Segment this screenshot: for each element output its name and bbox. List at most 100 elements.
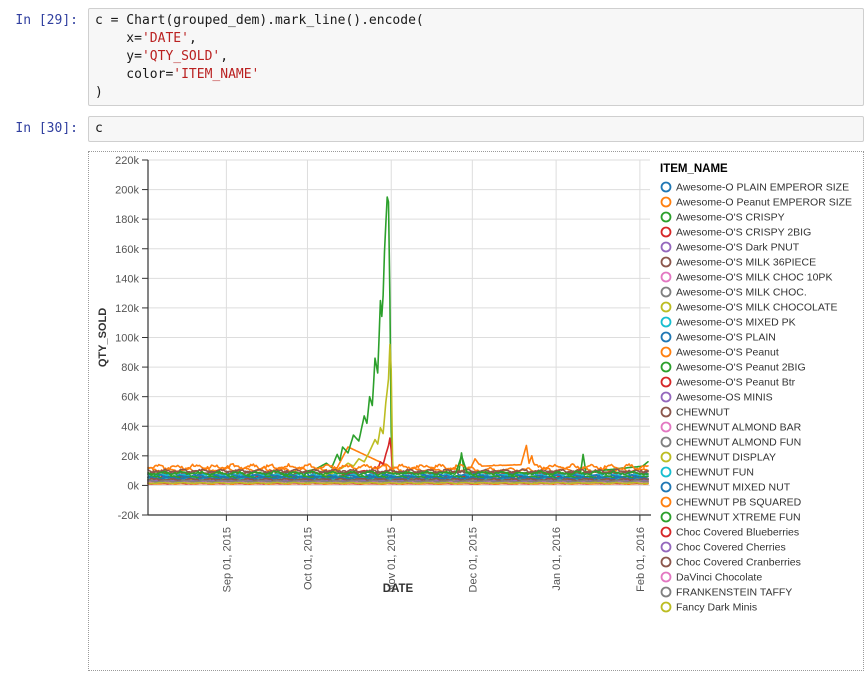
y-tick-label: 60k xyxy=(121,392,139,404)
legend-label: Awesome-O'S MILK 36PIECE xyxy=(676,257,816,269)
legend-swatch-icon xyxy=(660,556,672,568)
x-tick-label: Dec 01, 2015 xyxy=(467,527,479,592)
x-tick-label: Nov 01, 2015 xyxy=(386,527,398,592)
legend-swatch-icon xyxy=(660,301,672,313)
legend-swatch-icon xyxy=(660,466,672,478)
legend-item: Choc Covered Blueberries xyxy=(660,526,799,539)
legend-swatch-icon xyxy=(660,241,672,253)
legend-item: Awesome-O Peanut EMPEROR SIZE xyxy=(660,197,852,209)
legend-label: Awesome-O'S PLAIN xyxy=(676,332,776,344)
legend-item: FRANKENSTEIN TAFFY xyxy=(660,587,792,599)
legend-label: Choc Covered Cherries xyxy=(676,542,786,554)
code-token-plain: , xyxy=(220,49,229,64)
y-tick-label: -20k xyxy=(118,510,140,522)
input-prompt-29: In [29]: xyxy=(15,13,78,28)
legend-item: Awesome-O'S MILK CHOC 10PK xyxy=(660,271,832,284)
x-tick-label: Jan 01, 2016 xyxy=(551,527,563,591)
legend-item: DaVinci Chocolate xyxy=(660,571,762,584)
code-token-string: 'ITEM_NAME' xyxy=(173,67,260,82)
legend-swatch-icon xyxy=(660,526,672,538)
legend-label: CHEWNUT xyxy=(676,407,730,419)
legend-item: Awesome-O'S CRISPY 2BIG xyxy=(660,227,811,239)
legend-label: Awesome-O'S Peanut xyxy=(676,347,779,359)
legend-swatch-icon xyxy=(660,271,672,283)
legend: ITEM_NAME Awesome-O PLAIN EMPEROR SIZE Awe… xyxy=(660,163,852,614)
code-token-plain: c = Chart(grouped_dem).mark_line().encod… xyxy=(95,13,424,28)
legend-label: Awesome-O'S MILK CHOCOLATE xyxy=(676,302,838,314)
legend-label: CHEWNUT PB SQUARED xyxy=(676,497,802,509)
legend-item: Awesome-O'S MIXED PK xyxy=(660,316,796,329)
legend-swatch-icon xyxy=(660,436,672,448)
legend-swatch-icon xyxy=(660,541,672,553)
axes: -20k 0k 20k 40k 60k 80k 100k 120k 140k 160k 180k 20… xyxy=(97,155,651,595)
legend-item: Awesome-O'S Peanut 2BIG xyxy=(660,362,806,374)
series-line-28 xyxy=(147,481,649,485)
legend-label: Choc Covered Blueberries xyxy=(676,527,799,539)
y-tick-label: 140k xyxy=(115,273,139,285)
legend-item: CHEWNUT PB SQUARED xyxy=(660,496,802,509)
code-editor-29[interactable]: c = Chart(grouped_dem).mark_line().encod… xyxy=(95,12,857,102)
legend-swatch-icon xyxy=(660,391,672,403)
legend-item: Awesome-O PLAIN EMPEROR SIZE xyxy=(660,181,849,194)
legend-item: Awesome-O'S PLAIN xyxy=(660,331,776,344)
legend-swatch-icon xyxy=(660,331,672,343)
legend-label: DaVinci Chocolate xyxy=(676,572,762,584)
y-tick-label: 160k xyxy=(115,244,139,256)
legend-label: CHEWNUT MIXED NUT xyxy=(676,482,791,494)
legend-swatch-icon xyxy=(660,346,672,358)
legend-label: Choc Covered Cranberries xyxy=(676,557,801,569)
code-token-plain: , xyxy=(188,31,197,46)
legend-item: Awesome-O'S CRISPY xyxy=(660,212,785,224)
legend-swatch-icon xyxy=(660,511,672,523)
legend-label: Fancy Dark Minis xyxy=(676,602,757,614)
code-token-plain: y= xyxy=(95,49,142,64)
legend-label: Awesome-O Peanut EMPEROR SIZE xyxy=(676,197,852,209)
legend-item: Awesome-O'S MILK CHOC. xyxy=(660,287,807,299)
legend-label: Awesome-O'S MIXED PK xyxy=(676,317,796,329)
code-line: color='ITEM_NAME' xyxy=(95,66,857,84)
code-cell-29[interactable]: c = Chart(grouped_dem).mark_line().encod… xyxy=(88,8,864,106)
legend-swatch-icon xyxy=(660,496,672,508)
series-line-8 xyxy=(147,343,649,482)
legend-label: CHEWNUT FUN xyxy=(676,467,754,479)
y-tick-label: 0k xyxy=(127,480,139,492)
legend-item: CHEWNUT FUN xyxy=(660,466,754,479)
series-line-22 xyxy=(147,454,649,477)
code-token-string: 'QTY_SOLD' xyxy=(141,49,221,64)
code-token-plain: color= xyxy=(95,67,174,82)
legend-label: Awesome-O'S Peanut Btr xyxy=(676,377,796,389)
x-tick-label: Sep 01, 2015 xyxy=(221,527,233,592)
gridlines xyxy=(148,159,650,516)
y-tick-label: 180k xyxy=(115,214,139,226)
legend-item: CHEWNUT XTREME FUN xyxy=(660,511,801,524)
code-line: c = Chart(grouped_dem).mark_line().encod… xyxy=(95,12,857,30)
legend-swatch-icon xyxy=(660,181,672,193)
legend-title: ITEM_NAME xyxy=(660,163,728,175)
input-prompt-30: In [30]: xyxy=(15,121,78,136)
legend-item: Choc Covered Cherries xyxy=(660,541,786,554)
code-editor-30[interactable]: c xyxy=(95,120,857,138)
y-tick-label: 100k xyxy=(115,333,139,345)
legend-item: Awesome-OS MINIS xyxy=(660,391,773,404)
qty-sold-line-chart: -20k 0k 20k 40k 60k 80k 100k 120k 140k 160k 180k 20… xyxy=(97,155,852,614)
legend-swatch-icon xyxy=(660,571,672,583)
y-tick-label: 20k xyxy=(121,451,139,463)
legend-label: CHEWNUT ALMOND BAR xyxy=(676,422,802,434)
legend-label: Awesome-O'S MILK CHOC. xyxy=(676,287,807,299)
y-tick-label: 40k xyxy=(121,421,139,433)
code-token-string: 'DATE' xyxy=(141,31,189,46)
series-line-25 xyxy=(147,477,649,482)
series-line-11 xyxy=(147,444,649,471)
legend-label: Awesome-O'S CRISPY xyxy=(676,212,785,224)
legend-item: CHEWNUT xyxy=(660,407,730,419)
x-tick-label: Feb 01, 2016 xyxy=(635,527,647,592)
series-line-27 xyxy=(147,479,649,483)
legend-swatch-icon xyxy=(660,316,672,328)
code-cell-30[interactable]: c xyxy=(88,116,864,142)
jupyter-notebook-page: { "notebook": { "cells": [ { "prompt": "… xyxy=(15,8,864,671)
chart-output-area: -20k 0k 20k 40k 60k 80k 100k 120k 140k 160k 180k 20… xyxy=(88,151,864,671)
series-line-15 xyxy=(147,468,649,475)
legend-label: CHEWNUT XTREME FUN xyxy=(676,512,801,524)
legend-item: Fancy Dark Minis xyxy=(660,602,757,614)
legend-label: Awesome-O'S MILK CHOC 10PK xyxy=(676,272,832,284)
